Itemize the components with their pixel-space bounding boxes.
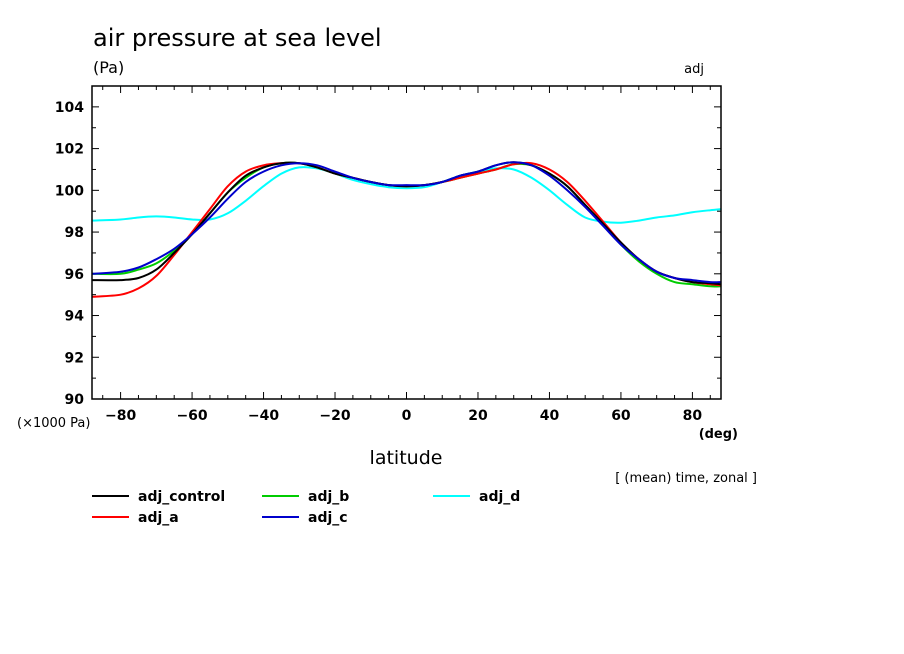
series-line-adj-c (91, 161, 722, 284)
x-axis-ticks: −80 −60 −40 −20 0 20 40 60 80 (102, 86, 711, 424)
legend-label: adj_d (479, 489, 520, 505)
y-tick-label: 100 (55, 183, 84, 199)
x-tick-label: 40 (540, 408, 560, 424)
y-tick-label: 102 (55, 142, 84, 158)
units-label: (Pa) (93, 58, 124, 77)
series-line-adj-b (91, 161, 722, 288)
plot-lines (91, 161, 722, 298)
y-tick-label: 90 (65, 392, 85, 408)
y-scale-label: (×1000 Pa) (17, 416, 90, 431)
y-tick-label: 104 (55, 100, 84, 116)
legend-label: adj_a (138, 510, 179, 526)
corner-label: adj (684, 62, 704, 77)
series-line-adj-a (91, 161, 722, 298)
legend: adj_control adj_a adj_b adj_c adj_d (92, 489, 520, 526)
x-unit-label: (deg) (699, 427, 738, 442)
x-tick-label: −40 (248, 408, 279, 424)
legend-label: adj_c (308, 510, 348, 526)
x-tick-label: 60 (611, 408, 631, 424)
x-tick-label: 0 (402, 408, 412, 424)
x-axis-label: latitude (370, 447, 443, 469)
chart-title: air pressure at sea level (93, 24, 382, 52)
y-axis-ticks: 90 92 94 96 98 100 102 104 (55, 85, 721, 408)
series-line-adj-d (91, 166, 722, 224)
x-tick-label: 80 (683, 408, 703, 424)
legend-label: adj_control (138, 489, 225, 505)
y-tick-label: 92 (65, 350, 84, 366)
y-tick-label: 98 (65, 225, 84, 241)
x-tick-label: −80 (105, 408, 136, 424)
dimension-note: [ (mean) time, zonal ] (615, 471, 757, 486)
x-tick-label: −60 (176, 408, 207, 424)
plot-frame (91, 85, 722, 400)
y-tick-label: 96 (65, 267, 84, 283)
y-tick-label: 94 (65, 309, 85, 325)
x-tick-label: −20 (319, 408, 350, 424)
legend-label: adj_b (308, 489, 349, 505)
x-tick-label: 20 (468, 408, 488, 424)
